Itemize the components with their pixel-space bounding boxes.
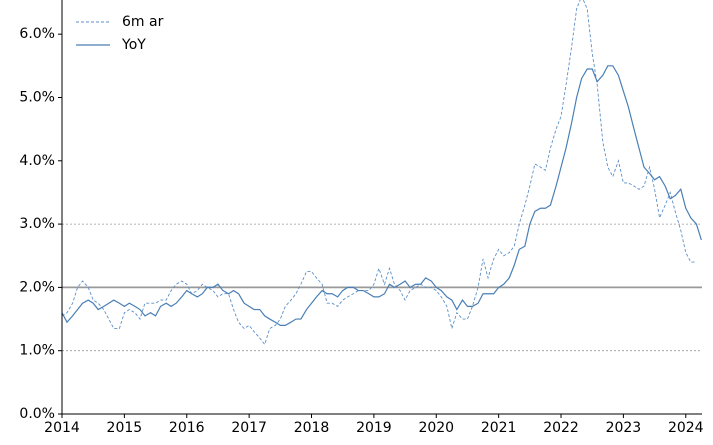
x-tick-label: 2022 [543, 420, 579, 436]
y-tick-label: 6.0% [19, 26, 55, 42]
y-tick-label: 0.0% [19, 406, 55, 422]
legend-label: 6m ar [122, 14, 164, 30]
y-tick-label: 3.0% [19, 216, 55, 232]
x-tick-label: 2024 [668, 420, 704, 436]
series-line [61, 65, 702, 326]
series-line [61, 0, 697, 346]
x-tick-label: 2019 [356, 420, 392, 436]
x-tick-label: 2016 [169, 420, 205, 436]
x-tick-label: 2020 [418, 420, 454, 436]
x-tick-label: 2018 [294, 420, 330, 436]
legend-label: YoY [121, 37, 146, 53]
x-tick-label: 2017 [231, 420, 267, 436]
x-tick-label: 2014 [44, 420, 80, 436]
x-tick-label: 2023 [606, 420, 642, 436]
y-tick-label: 4.0% [19, 153, 55, 169]
x-tick-label: 2015 [107, 420, 143, 436]
y-tick-label: 5.0% [19, 89, 55, 105]
y-tick-label: 1.0% [19, 343, 55, 359]
x-tick-label: 2021 [481, 420, 517, 436]
y-tick-label: 2.0% [19, 279, 55, 295]
